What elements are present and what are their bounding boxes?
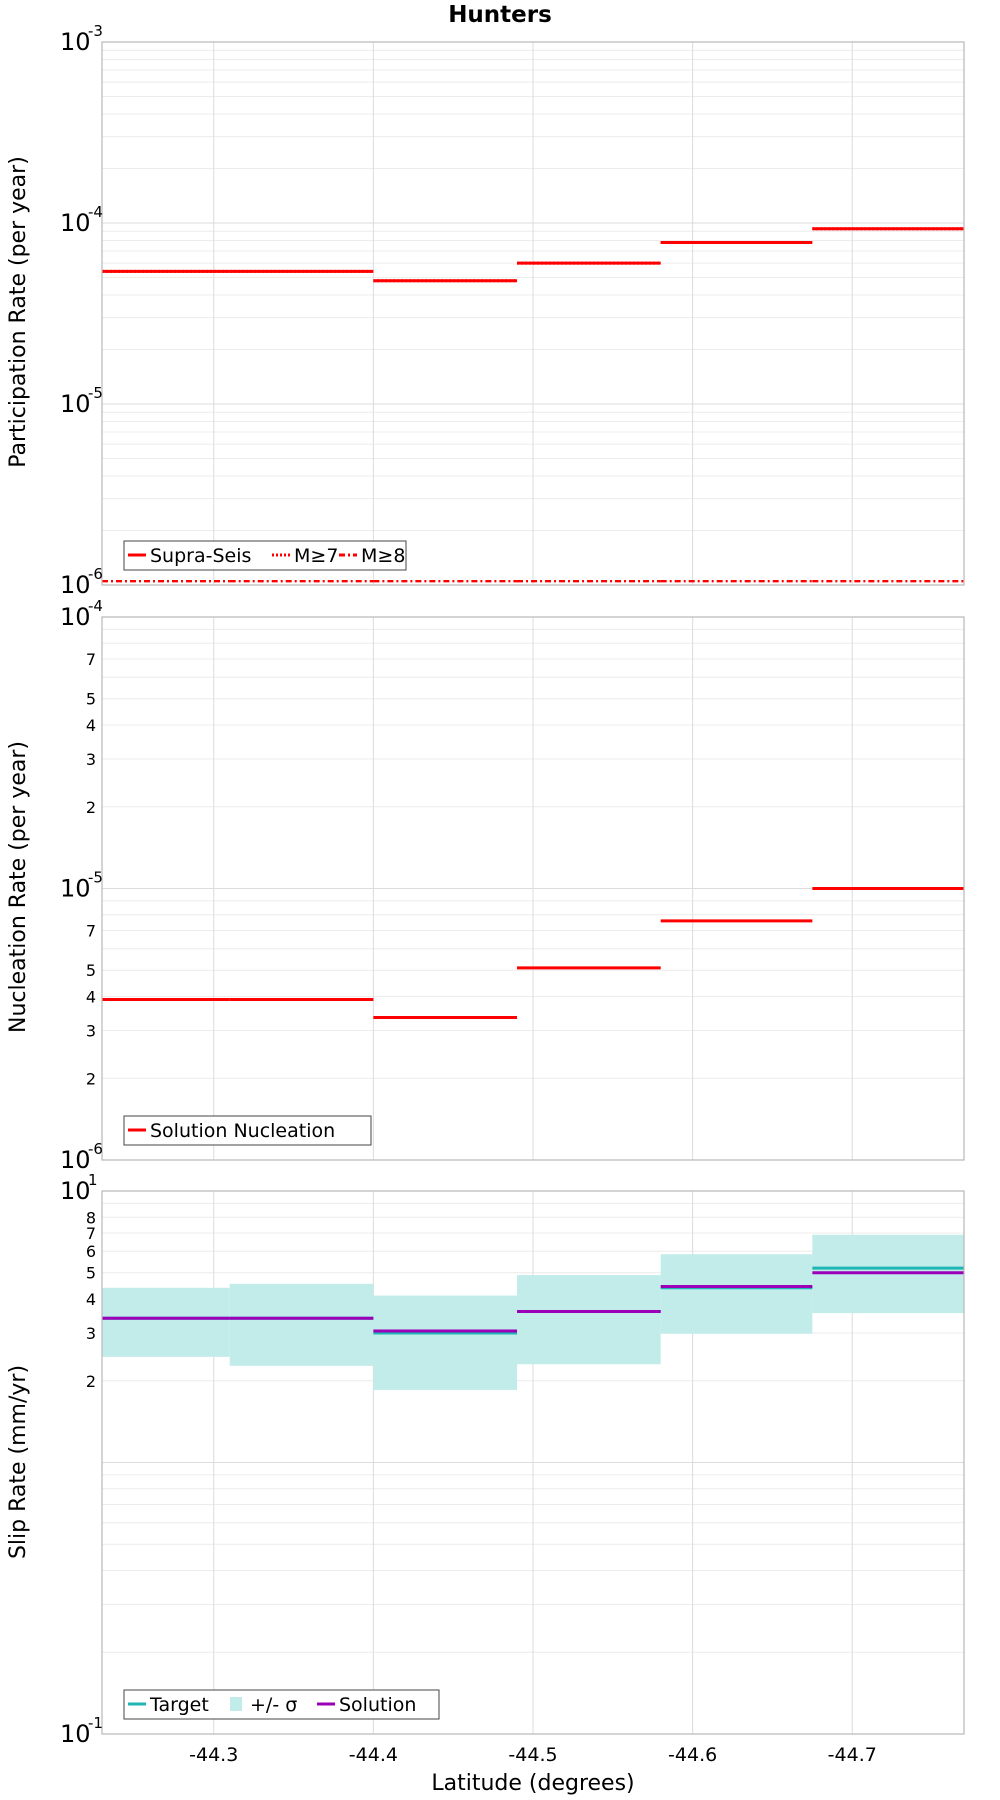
slip-sigma-rect xyxy=(102,1287,230,1357)
slip-legend: Target +/- σ Solution xyxy=(123,1689,440,1720)
slip-y-major-tick-exp: 1 xyxy=(88,1171,98,1189)
participation-series-dotted xyxy=(102,227,964,283)
nucleation-plot-frame xyxy=(101,616,965,1161)
participation-legend-label: Supra-Seis xyxy=(150,545,251,567)
slip-legend-label: Solution xyxy=(339,1694,416,1716)
participation-panel: Participation Rate (per year) 10-310-410… xyxy=(6,22,965,599)
nucleation-y-label: Nucleation Rate (per year) xyxy=(6,741,31,1033)
participation-y-major-tick-exp: -6 xyxy=(88,565,103,583)
nucleation-y-major-tick: 10 xyxy=(60,875,91,903)
nucleation-y-minor-tick: 4 xyxy=(86,716,96,735)
nucleation-y-major-tick-exp: -5 xyxy=(88,869,103,887)
slip-sigma-rect xyxy=(229,1283,374,1366)
nucleation-y-minor-tick: 2 xyxy=(86,798,96,817)
nucleation-y-minor-tick: 7 xyxy=(86,650,96,669)
participation-y-major-tick-exp: -3 xyxy=(88,22,103,40)
x-axis-label: Latitude (degrees) xyxy=(431,1771,634,1796)
slip-y-major-tick: 10 xyxy=(60,1177,91,1205)
slip-sigma-rect xyxy=(373,1295,518,1390)
nucleation-legend-box xyxy=(123,1115,372,1146)
slip-legend-label: +/- σ xyxy=(250,1694,297,1716)
nucleation-y-major-tick: 10 xyxy=(60,603,91,631)
slip-y-minor-tick: 6 xyxy=(86,1242,96,1261)
slip-y-minor-tick: 5 xyxy=(86,1264,96,1283)
nucleation-series-solid xyxy=(102,887,964,1019)
slip-plot-frame xyxy=(101,1190,965,1735)
nucleation-y-minor-tick: 3 xyxy=(86,750,96,769)
x-tick-label: -44.3 xyxy=(189,1744,238,1766)
nucleation-legend-label: Solution Nucleation xyxy=(150,1120,335,1142)
participation-y-major-tick-exp: -5 xyxy=(88,384,103,402)
nucleation-y-minor-tick: 7 xyxy=(86,922,96,941)
participation-y-major-tick-exp: -4 xyxy=(88,203,103,221)
participation-y-major-tick: 10 xyxy=(60,28,91,56)
slip-sigma-rect xyxy=(660,1254,813,1334)
x-tick-label: -44.4 xyxy=(349,1744,398,1766)
x-tick-label: -44.7 xyxy=(828,1744,877,1766)
slip-y-minor-tick: 3 xyxy=(86,1324,96,1343)
nucleation-y-minor-tick: 2 xyxy=(86,1069,96,1088)
slip-series-solid xyxy=(102,1271,964,1333)
nucleation-y-minor-tick: 5 xyxy=(86,961,96,980)
participation-y-major-tick: 10 xyxy=(60,390,91,418)
participation-legend-label: M≥7 xyxy=(294,545,338,567)
x-tick-label: -44.6 xyxy=(668,1744,717,1766)
participation-y-label: Participation Rate (per year) xyxy=(6,156,31,468)
slip-legend-swatch xyxy=(230,1697,242,1711)
nucleation-legend: Solution Nucleation xyxy=(123,1115,372,1146)
participation-y-major-tick: 10 xyxy=(60,571,91,599)
nucleation-panel: Nucleation Rate (per year) 10-410-510-67… xyxy=(6,597,965,1174)
nucleation-y-minor-tick: 3 xyxy=(86,1021,96,1040)
slip-y-major-tick: 10 xyxy=(60,1720,91,1748)
participation-y-major-tick: 10 xyxy=(60,209,91,237)
slip-y-minor-tick: 4 xyxy=(86,1290,96,1309)
nucleation-y-major-tick-exp: -6 xyxy=(88,1140,103,1158)
slip-y-major-tick-exp: -1 xyxy=(88,1714,103,1732)
nucleation-y-major-tick: 10 xyxy=(60,1146,91,1174)
participation-legend-box xyxy=(123,540,407,571)
slip-sigma-band xyxy=(102,1234,964,1390)
participation-legend: Supra-Seis M≥7 M≥8 xyxy=(123,540,407,571)
slip-legend-label: Target xyxy=(149,1694,209,1716)
slip-legend-box xyxy=(123,1689,440,1720)
nucleation-y-major-tick-exp: -4 xyxy=(88,597,103,615)
participation-legend-label: M≥8 xyxy=(361,545,405,567)
x-tick-label: -44.5 xyxy=(508,1744,557,1766)
participation-plot-frame xyxy=(101,41,965,586)
figure-title: Hunters xyxy=(448,2,552,28)
nucleation-y-minor-tick: 5 xyxy=(86,690,96,709)
slip-y-label: Slip Rate (mm/yr) xyxy=(6,1365,31,1559)
slip-y-minor-tick: 7 xyxy=(86,1224,96,1243)
nucleation-y-minor-tick: 4 xyxy=(86,988,96,1007)
slip-y-minor-tick: 2 xyxy=(86,1372,96,1391)
participation-grid xyxy=(102,41,964,586)
slip-y-minor-tick: 8 xyxy=(86,1208,96,1227)
slip-sigma-rect xyxy=(517,1275,661,1365)
